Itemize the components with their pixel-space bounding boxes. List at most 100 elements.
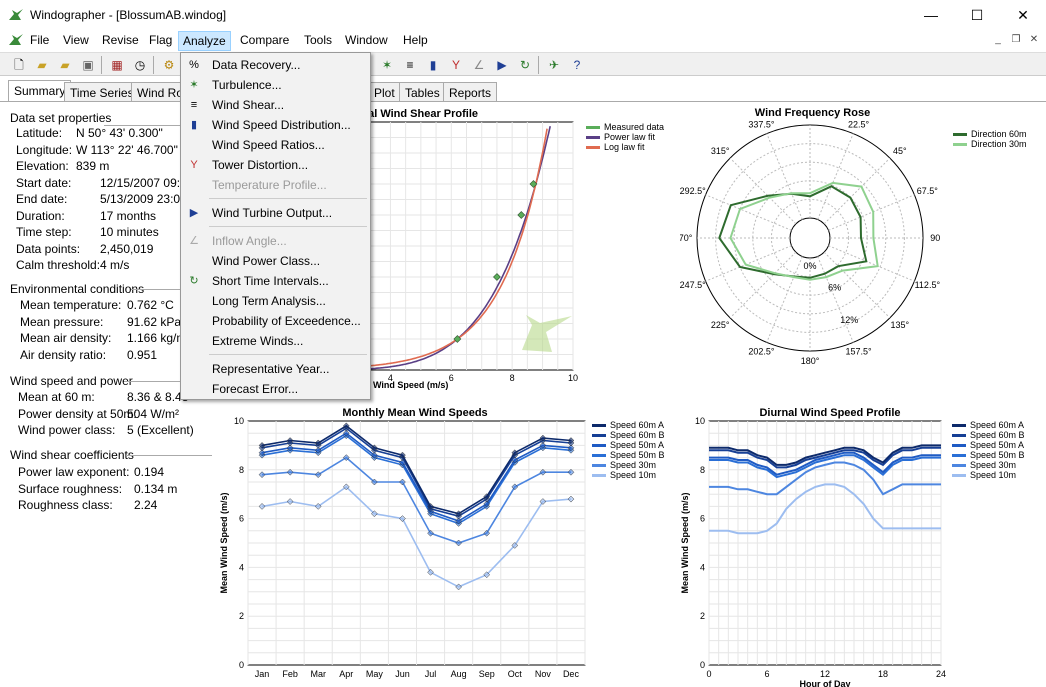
rose-chart-title: Wind Frequency Rose xyxy=(754,107,871,119)
direction-label: 247.5° xyxy=(680,280,706,290)
wind-turbine-output-icon: ▶ xyxy=(189,207,199,219)
dataset-label-8: Calm threshold: xyxy=(16,258,101,272)
mdi-minimize-icon[interactable]: _ xyxy=(995,34,1001,45)
menu-item-wind-speed-distribution[interactable]: ▮ Wind Speed Distribution... xyxy=(181,115,370,135)
tower-distortion-tool-icon[interactable]: Y xyxy=(451,58,460,72)
dataset-label-1: Longitude: xyxy=(16,142,73,157)
wind-shear-tool-icon[interactable]: ≡ xyxy=(406,58,414,72)
legend-swatch xyxy=(952,464,966,467)
y-tick-label: 4 xyxy=(239,562,244,572)
minimize-button[interactable]: — xyxy=(924,7,938,23)
wp-value-0: 8.36 & 8.48 xyxy=(127,390,189,404)
wind-logo-tool-icon[interactable]: ✈ xyxy=(548,58,560,72)
mdi-restore-icon[interactable]: ❐ xyxy=(1011,34,1021,45)
tab-summary[interactable]: Summary xyxy=(8,80,72,102)
menu-bar: File View Revise Flag Analyze Compare To… xyxy=(0,30,1046,52)
legend-swatch xyxy=(592,454,606,457)
menu-item-label: Wind Power Class... xyxy=(212,254,321,268)
dataset-label-5: Duration: xyxy=(16,208,65,223)
data-point-marker xyxy=(455,510,462,518)
menu-analyze[interactable]: Analyze xyxy=(178,31,231,51)
x-tick-label: Jan xyxy=(255,669,270,679)
rose-spoke xyxy=(729,251,797,319)
data-point-marker xyxy=(258,471,266,479)
menu-item-data-recovery[interactable]: % Data Recovery... xyxy=(181,55,370,75)
document-icon[interactable] xyxy=(8,33,24,47)
menu-item-representative-year[interactable]: Representative Year... xyxy=(181,359,370,379)
dataset-label-2: Elevation: xyxy=(16,159,69,173)
menu-compare[interactable]: Compare xyxy=(240,33,290,47)
new-file-icon[interactable]: 🗋 xyxy=(14,58,24,72)
save-icon[interactable]: ▣ xyxy=(82,58,94,72)
menu-item-wind-shear[interactable]: ≡ Wind Shear... xyxy=(181,95,370,115)
mdi-close-icon[interactable]: ✕ xyxy=(1029,34,1039,45)
dataset-value-4: 5/13/2009 23:00 xyxy=(100,192,187,206)
x-tick-label: Jun xyxy=(395,669,410,679)
legend-swatch xyxy=(586,136,600,139)
menu-item-label: Extreme Winds... xyxy=(212,334,304,348)
turbine-output-tool-icon[interactable]: ▶ xyxy=(497,58,507,72)
menu-item-turbulence[interactable]: ✶ Turbulence... xyxy=(181,75,370,95)
data-point-marker xyxy=(314,446,322,454)
data-point-marker xyxy=(342,429,350,437)
menu-flag[interactable]: Flag xyxy=(149,33,173,47)
grid-icon[interactable]: ▦ xyxy=(111,58,123,72)
analyze-dropdown-menu: % Data Recovery... ✶ Turbulence... ≡ Wind She… xyxy=(180,52,371,400)
dataset-value-3: 12/15/2007 09:1 xyxy=(100,175,187,190)
maximize-button[interactable]: ☐ xyxy=(970,7,984,23)
menu-tools[interactable]: Tools xyxy=(304,33,333,47)
menu-separator xyxy=(209,354,367,355)
representative-year-icon xyxy=(186,361,202,377)
menu-item-tower-distortion[interactable]: Y Tower Distortion... xyxy=(181,155,370,175)
menu-item-label: Wind Speed Distribution... xyxy=(212,118,351,132)
clock-icon[interactable]: ◷ xyxy=(134,58,146,72)
distribution-tool-icon[interactable]: ▮ xyxy=(429,58,437,72)
menu-item-inflow-angle[interactable]: ∠ Inflow Angle... xyxy=(181,231,370,251)
open-folder-icon[interactable]: ▰ xyxy=(37,58,47,72)
menu-item-probability-of-exceedence[interactable]: Probability of Exceedence... xyxy=(181,311,370,331)
data-point-marker xyxy=(455,583,462,591)
inflow-angle-tool-icon[interactable]: ∠ xyxy=(473,58,485,72)
menu-revise[interactable]: Revise xyxy=(102,33,139,47)
short-time-tool-icon[interactable]: ↻ xyxy=(519,58,531,72)
close-button[interactable]: ✕ xyxy=(1017,7,1029,23)
menu-item-long-term-analysis[interactable]: Long Term Analysis... xyxy=(181,291,370,311)
menu-item-temperature-profile[interactable]: Temperature Profile... xyxy=(181,175,370,195)
menu-item-wind-turbine-output[interactable]: ▶ Wind Turbine Output... xyxy=(181,203,370,223)
dataset-value-6: 10 minutes xyxy=(100,225,159,239)
toolbar: 🗋 ▰ ▰ ▣ ▦ ◷ ⚙ ✶ ≡ ▮ Y ∠ ▶ ↻ ✈ ? xyxy=(0,52,1046,76)
tab-tables[interactable]: Tables xyxy=(399,82,446,102)
x-tick-label: Mar xyxy=(310,669,326,679)
menu-item-extreme-winds[interactable]: Extreme Winds... xyxy=(181,331,370,351)
legend-swatch xyxy=(952,434,966,437)
menu-item-forecast-error[interactable]: Forecast Error... xyxy=(181,379,370,399)
x-tick-label: Jul xyxy=(425,669,437,679)
menu-item-short-time-intervals[interactable]: ↻ Short Time Intervals... xyxy=(181,271,370,291)
tab-plot[interactable]: Plot xyxy=(368,82,401,102)
menu-item-wind-power-class[interactable]: Wind Power Class... xyxy=(181,251,370,271)
gear-icon[interactable]: ⚙ xyxy=(163,58,175,72)
turbulence-tool-icon[interactable]: ✶ xyxy=(381,58,393,72)
legend-label: Speed 60m A xyxy=(610,420,665,430)
wp-label-1: Power density at 50m: xyxy=(18,406,137,421)
tower-distortion-icon: Y xyxy=(190,159,198,171)
tab-time-series[interactable]: Time Series xyxy=(64,82,140,102)
menu-view[interactable]: View xyxy=(63,33,89,47)
menu-help[interactable]: Help xyxy=(403,33,428,47)
menu-item-wind-speed-ratios[interactable]: Wind Speed Ratios... xyxy=(181,135,370,155)
x-tick-label: Aug xyxy=(451,669,467,679)
menu-separator xyxy=(209,226,367,227)
menu-file[interactable]: File xyxy=(30,33,50,47)
data-point-marker xyxy=(399,515,406,522)
rose-spoke xyxy=(828,194,915,231)
x-tick-label: Sep xyxy=(479,669,495,679)
help-icon[interactable]: ? xyxy=(573,58,581,72)
open-recent-icon[interactable]: ▰ xyxy=(60,58,70,72)
tab-reports[interactable]: Reports xyxy=(443,82,498,102)
rose-ring xyxy=(770,198,850,278)
data-point-marker xyxy=(427,529,434,537)
shear-x-axis-label: an Wind Speed (m/s) xyxy=(360,380,449,390)
wind-rose-chart: 0° 22.5° 45° 67.5° 90° 112.5° 135° 157.5° 180° 20… xyxy=(680,118,940,366)
menu-window[interactable]: Window xyxy=(345,33,388,47)
data-point-marker xyxy=(483,493,491,500)
